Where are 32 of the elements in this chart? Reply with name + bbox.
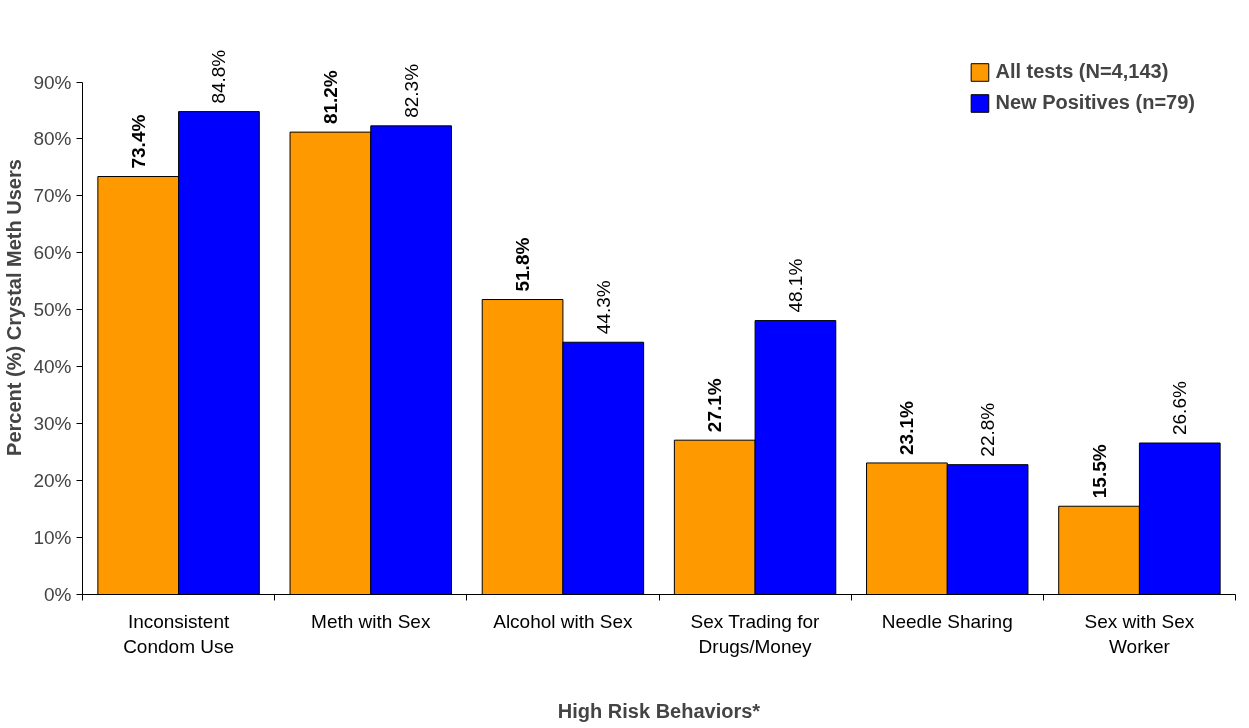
data-label: 82.3% <box>400 63 422 118</box>
data-label: 22.8% <box>977 402 999 457</box>
legend-label: New Positives (n=79) <box>995 91 1195 114</box>
y-tick-label: 0% <box>44 584 72 605</box>
x-tick-label: Alcohol with Sex <box>493 610 634 632</box>
y-tick-label: 50% <box>33 299 72 321</box>
data-label: 51.8% <box>512 237 534 292</box>
x-tick-label: Meth with Sex <box>311 610 431 632</box>
y-tick-label: 90% <box>33 71 72 93</box>
x-tick-label: Needle Sharing <box>881 610 1013 632</box>
data-label: 48.1% <box>784 258 806 313</box>
data-label: 26.6% <box>1169 381 1191 436</box>
x-tick-label: Sex Trading for Drugs/Money <box>690 610 821 657</box>
data-label: 84.8% <box>208 49 230 104</box>
y-tick-label: 20% <box>33 470 72 492</box>
data-label: 23.1% <box>896 400 918 455</box>
data-label: 15.5% <box>1088 444 1110 499</box>
x-tick-label: Inconsistent Condom Use <box>123 610 235 657</box>
x-axis-title: High Risk Behaviors* <box>557 699 761 722</box>
y-tick-label: 60% <box>33 242 72 264</box>
y-tick-label: 30% <box>33 413 72 435</box>
data-label: 81.2% <box>319 70 341 125</box>
y-tick-label: 40% <box>33 356 72 378</box>
data-label: 27.1% <box>704 378 726 433</box>
y-tick-label: 80% <box>33 128 72 150</box>
legend-label: All tests (N=4,143) <box>995 60 1169 83</box>
y-tick-label: 70% <box>33 185 72 207</box>
y-tick-label: 10% <box>33 527 72 549</box>
data-label: 44.3% <box>592 280 614 335</box>
y-axis-title: Percent (%) Crystal Meth Users <box>3 159 26 456</box>
x-tick-label: Sex with Sex Worker <box>1084 610 1195 657</box>
data-label: 73.4% <box>127 114 149 169</box>
